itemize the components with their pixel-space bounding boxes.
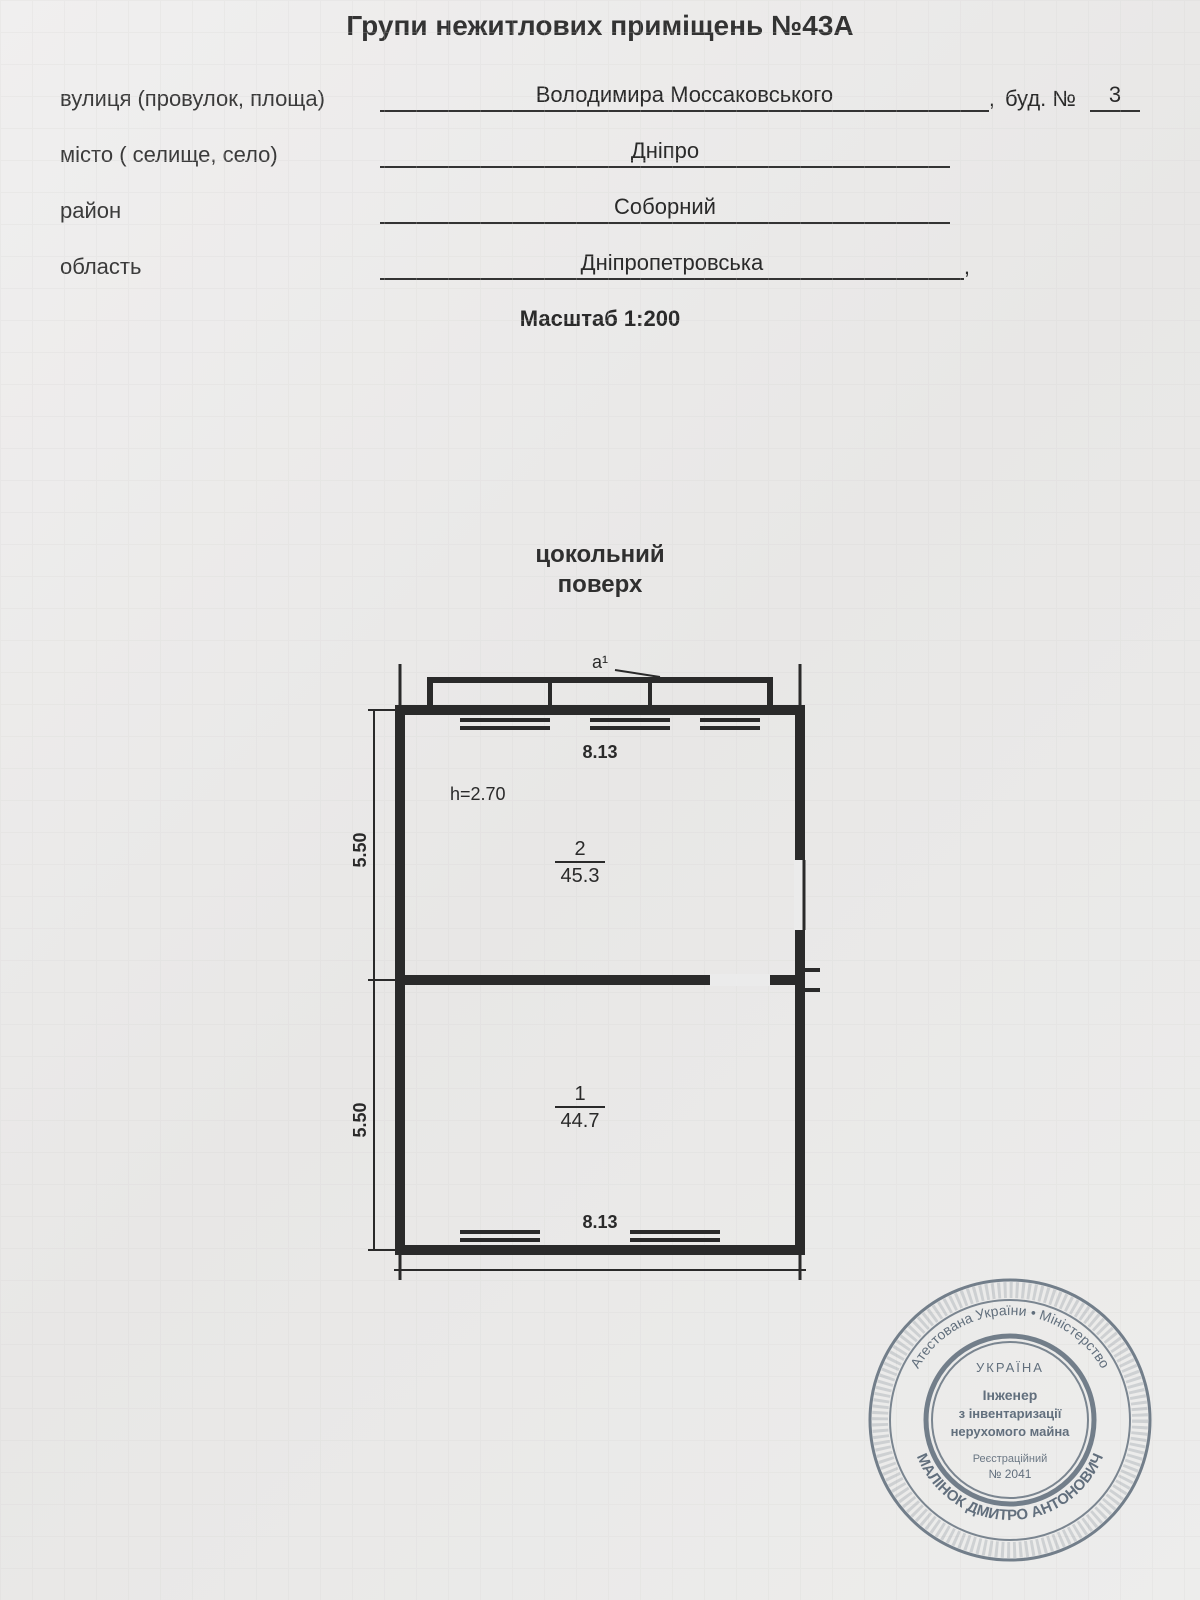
- floor-label-line2: поверх: [558, 571, 643, 598]
- comma: ,: [964, 254, 970, 280]
- value-bud: 3: [1090, 82, 1140, 112]
- dim-left-upper: 5.50: [350, 832, 370, 867]
- row-region: область Дніпропетровська ,: [60, 250, 1140, 280]
- stamp-line3: нерухомого майна: [951, 1424, 1071, 1439]
- value-street: Володимира Моссаковського: [380, 82, 989, 112]
- value-district: Соборний: [380, 194, 950, 224]
- stamp-line2: з інвентаризації: [959, 1406, 1062, 1421]
- label-bud: буд. №: [1005, 86, 1076, 112]
- label-a: a¹: [592, 652, 608, 672]
- row-city: місто ( селище, село) Дніпро: [60, 138, 1140, 168]
- floorplan-svg: a¹ 8.13: [340, 650, 860, 1290]
- value-region: Дніпропетровська: [380, 250, 964, 280]
- row-street: вулиця (провулок, площа) Володимира Мосс…: [60, 82, 1140, 112]
- document-page: Групи нежитлових приміщень №43А вулиця (…: [0, 0, 1200, 1600]
- row-district: район Соборний: [60, 194, 1140, 224]
- stamp-reg-no: № 2041: [989, 1467, 1032, 1481]
- floorplan-section: цокольний поверх a¹: [0, 540, 1200, 1290]
- comma: ,: [989, 86, 995, 112]
- document-title: Групи нежитлових приміщень №43А: [60, 10, 1140, 42]
- room2-area: 45.3: [561, 865, 600, 887]
- value-city: Дніпро: [380, 138, 950, 168]
- room1-num: 1: [574, 1083, 585, 1105]
- floor-label: цокольний поверх: [0, 540, 1200, 600]
- dim-bottom: 8.13: [582, 1212, 617, 1232]
- dim-top: 8.13: [582, 742, 617, 762]
- label-street: вулиця (провулок, площа): [60, 86, 380, 112]
- form-section: вулиця (провулок, площа) Володимира Мосс…: [60, 82, 1140, 332]
- height-label: h=2.70: [450, 784, 506, 804]
- label-district: район: [60, 198, 380, 224]
- room2-num: 2: [574, 838, 585, 860]
- dim-left-lower: 5.50: [350, 1102, 370, 1137]
- building-no-group: буд. № 3: [1005, 82, 1140, 112]
- room1-area: 44.7: [561, 1110, 600, 1132]
- label-region: область: [60, 254, 380, 280]
- stamp-reg-label: Реєстраційний: [973, 1453, 1048, 1465]
- stamp-country: УКРАЇНА: [976, 1360, 1044, 1375]
- stamp-line1: Інженер: [983, 1387, 1038, 1403]
- floor-label-line1: цокольний: [535, 541, 664, 568]
- official-stamp: Атестована України • Міністерство МАЛІНО…: [860, 1270, 1160, 1570]
- label-city: місто ( селище, село): [60, 142, 380, 168]
- scale-text: Масштаб 1:200: [60, 306, 1140, 332]
